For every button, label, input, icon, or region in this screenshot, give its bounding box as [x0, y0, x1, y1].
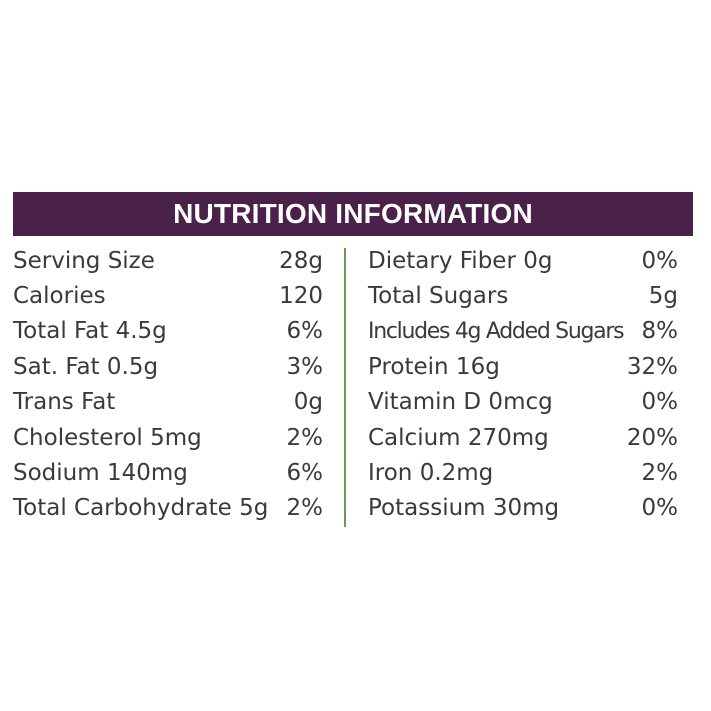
nutrient-value: 120: [279, 283, 323, 310]
nutrition-row-sat-fat: Sat. Fat 0.5g 3%: [13, 349, 323, 384]
nutrient-value: 5g: [648, 283, 678, 310]
nutrient-label: Protein 16g: [368, 353, 500, 380]
nutrient-value: 6%: [286, 460, 324, 487]
nutrition-header: NUTRITION INFORMATION: [13, 192, 693, 236]
nutrient-label: Calcium 270mg: [368, 424, 549, 451]
nutrition-right-column: Dietary Fiber 0g 0% Total Sugars 5g Incl…: [368, 243, 678, 526]
nutrient-label: Vitamin D 0mcg: [368, 389, 553, 416]
column-divider: [344, 248, 346, 527]
nutrition-row-added-sugars: Includes 4g Added Sugars 8%: [368, 314, 678, 349]
nutrition-row-trans-fat: Trans Fat 0g: [13, 385, 323, 420]
nutrient-label: Calories: [13, 283, 106, 310]
nutrition-row-cholesterol: Cholesterol 5mg 2%: [13, 420, 323, 455]
nutrition-row-calcium: Calcium 270mg 20%: [368, 420, 678, 455]
nutrient-label: Potassium 30mg: [368, 495, 560, 522]
nutrition-row-total-sugars: Total Sugars 5g: [368, 278, 678, 313]
nutrition-row-total-carbohydrate: Total Carbohydrate 5g 2%: [13, 491, 323, 526]
nutrition-row-total-fat: Total Fat 4.5g 6%: [13, 314, 323, 349]
nutrition-row-sodium: Sodium 140mg 6%: [13, 455, 323, 490]
nutrition-row-iron: Iron 0.2mg 2%: [368, 455, 678, 490]
nutrient-label: Sat. Fat 0.5g: [13, 353, 159, 380]
nutrient-label: Serving Size: [13, 247, 155, 274]
nutrient-value: 32%: [626, 353, 678, 380]
nutrient-label: Total Fat 4.5g: [13, 318, 167, 345]
nutrient-value: 2%: [286, 495, 324, 522]
nutrition-left-column: Serving Size 28g Calories 120 Total Fat …: [13, 243, 323, 526]
nutrient-label: Total Sugars: [368, 283, 509, 310]
nutrient-label: Total Carbohydrate 5g: [13, 495, 269, 522]
nutrient-value: 3%: [286, 353, 324, 380]
nutrition-row-calories: Calories 120: [13, 278, 323, 313]
nutrient-value: 2%: [286, 424, 324, 451]
nutrient-label: Cholesterol 5mg: [13, 424, 202, 451]
nutrition-row-vitamin-d: Vitamin D 0mcg 0%: [368, 385, 678, 420]
nutrient-label: Trans Fat: [13, 389, 116, 416]
nutrition-row-potassium: Potassium 30mg 0%: [368, 491, 678, 526]
nutrient-value: 2%: [641, 460, 679, 487]
nutrient-value: 0g: [293, 389, 323, 416]
nutrient-value: 0%: [641, 495, 679, 522]
nutrient-value: 8%: [641, 318, 679, 345]
nutrient-label: Sodium 140mg: [13, 460, 188, 487]
nutrient-value: 28g: [279, 247, 323, 274]
nutrient-value: 20%: [626, 424, 678, 451]
nutrient-value: 6%: [286, 318, 324, 345]
nutrient-label: Includes 4g Added Sugars: [368, 318, 625, 344]
page-title: NUTRITION INFORMATION: [173, 198, 533, 229]
nutrient-value: 0%: [641, 389, 679, 416]
nutrition-row-protein: Protein 16g 32%: [368, 349, 678, 384]
nutrition-row-serving-size: Serving Size 28g: [13, 243, 323, 278]
nutrient-label: Dietary Fiber 0g: [368, 247, 553, 274]
nutrient-value: 0%: [641, 247, 679, 274]
nutrition-row-dietary-fiber: Dietary Fiber 0g 0%: [368, 243, 678, 278]
nutrient-label: Iron 0.2mg: [368, 460, 494, 487]
